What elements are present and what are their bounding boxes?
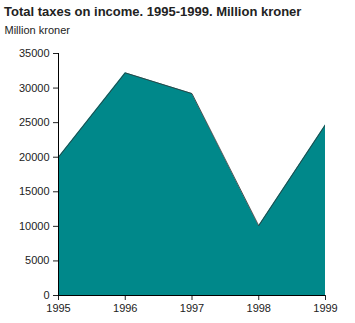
svg-text:1996: 1996 [113,302,137,314]
svg-text:1998: 1998 [247,302,271,314]
svg-text:25000: 25000 [19,116,50,128]
svg-text:10000: 10000 [19,220,50,232]
html-text:Total taxes on income. 1995-19: Total taxes on income. 1995-1999. Millio… [4,4,302,19]
svg-text:35000: 35000 [19,47,50,59]
svg-text:Million kroner: Million kroner [5,24,71,36]
svg-text:20000: 20000 [19,151,50,163]
svg-text:15000: 15000 [19,185,50,197]
svg-text:1997: 1997 [180,302,204,314]
svg-text:1999: 1999 [313,302,337,314]
svg-text:0: 0 [43,289,49,301]
svg-text:1995: 1995 [46,302,70,314]
svg-text:30000: 30000 [19,82,50,94]
svg-text:5000: 5000 [25,254,49,266]
